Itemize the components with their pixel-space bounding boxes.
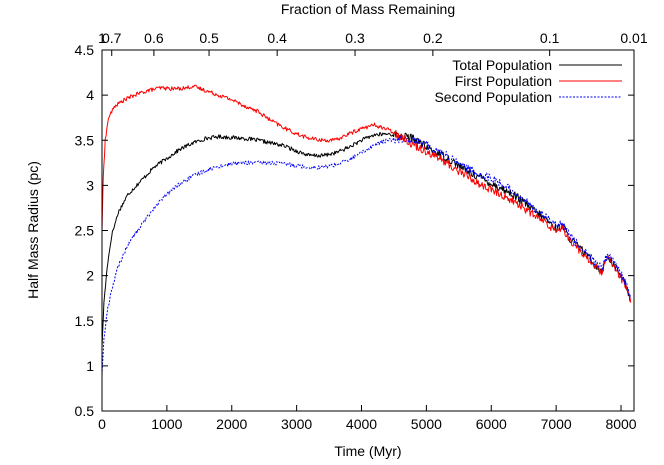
x-tick-label: 2000 bbox=[216, 416, 247, 432]
top-axis-label: Fraction of Mass Remaining bbox=[281, 1, 455, 17]
x-tick-label: 7000 bbox=[541, 416, 572, 432]
top-tick-label: 0.6 bbox=[144, 30, 164, 46]
top-tick-label: 0.7 bbox=[102, 30, 122, 46]
y-tick-label: 1 bbox=[86, 358, 94, 374]
y-axis-label: Half Mass Radius (pc) bbox=[25, 161, 41, 299]
top-tick-label: 0.01 bbox=[620, 30, 647, 46]
top-tick-label: 0.2 bbox=[423, 30, 443, 46]
top-tick-label: 0.3 bbox=[345, 30, 365, 46]
y-tick-label: 2.5 bbox=[75, 223, 95, 239]
legend-label: Total Population bbox=[452, 57, 552, 73]
x-tick-label: 1000 bbox=[151, 416, 182, 432]
x-axis-label: Time (Myr) bbox=[334, 443, 401, 459]
y-tick-label: 0.5 bbox=[75, 403, 95, 419]
x-tick-label: 3000 bbox=[281, 416, 312, 432]
top-tick-label: 0.1 bbox=[540, 30, 560, 46]
ticks-layer: 0 1000 2000 3000 4000 5000 6000 7000 8000 0.5 1 1.5… bbox=[75, 30, 648, 432]
series-total-population bbox=[101, 131, 631, 348]
y-tick-label: 4.5 bbox=[75, 42, 95, 58]
series-second-population bbox=[101, 134, 632, 375]
x-tick-label: 0 bbox=[98, 416, 106, 432]
x-tick-label: 8000 bbox=[605, 416, 636, 432]
y-tick-label: 3.5 bbox=[75, 132, 95, 148]
top-tick-label: 0.4 bbox=[267, 30, 287, 46]
top-tick-label: 1 bbox=[98, 30, 106, 46]
series-first-population bbox=[101, 84, 632, 303]
x-tick-label: 6000 bbox=[476, 416, 507, 432]
y-tick-label: 1.5 bbox=[75, 313, 95, 329]
y-tick-label: 4 bbox=[86, 87, 94, 103]
plot-lines bbox=[101, 84, 632, 375]
legend-label: Second Population bbox=[434, 89, 552, 105]
top-tick-label: 0.5 bbox=[199, 30, 219, 46]
y-tick-label: 3 bbox=[86, 177, 94, 193]
x-tick-label: 5000 bbox=[411, 416, 442, 432]
x-tick-label: 4000 bbox=[346, 416, 377, 432]
legend-label: First Population bbox=[455, 73, 552, 89]
y-tick-label: 2 bbox=[86, 268, 94, 284]
